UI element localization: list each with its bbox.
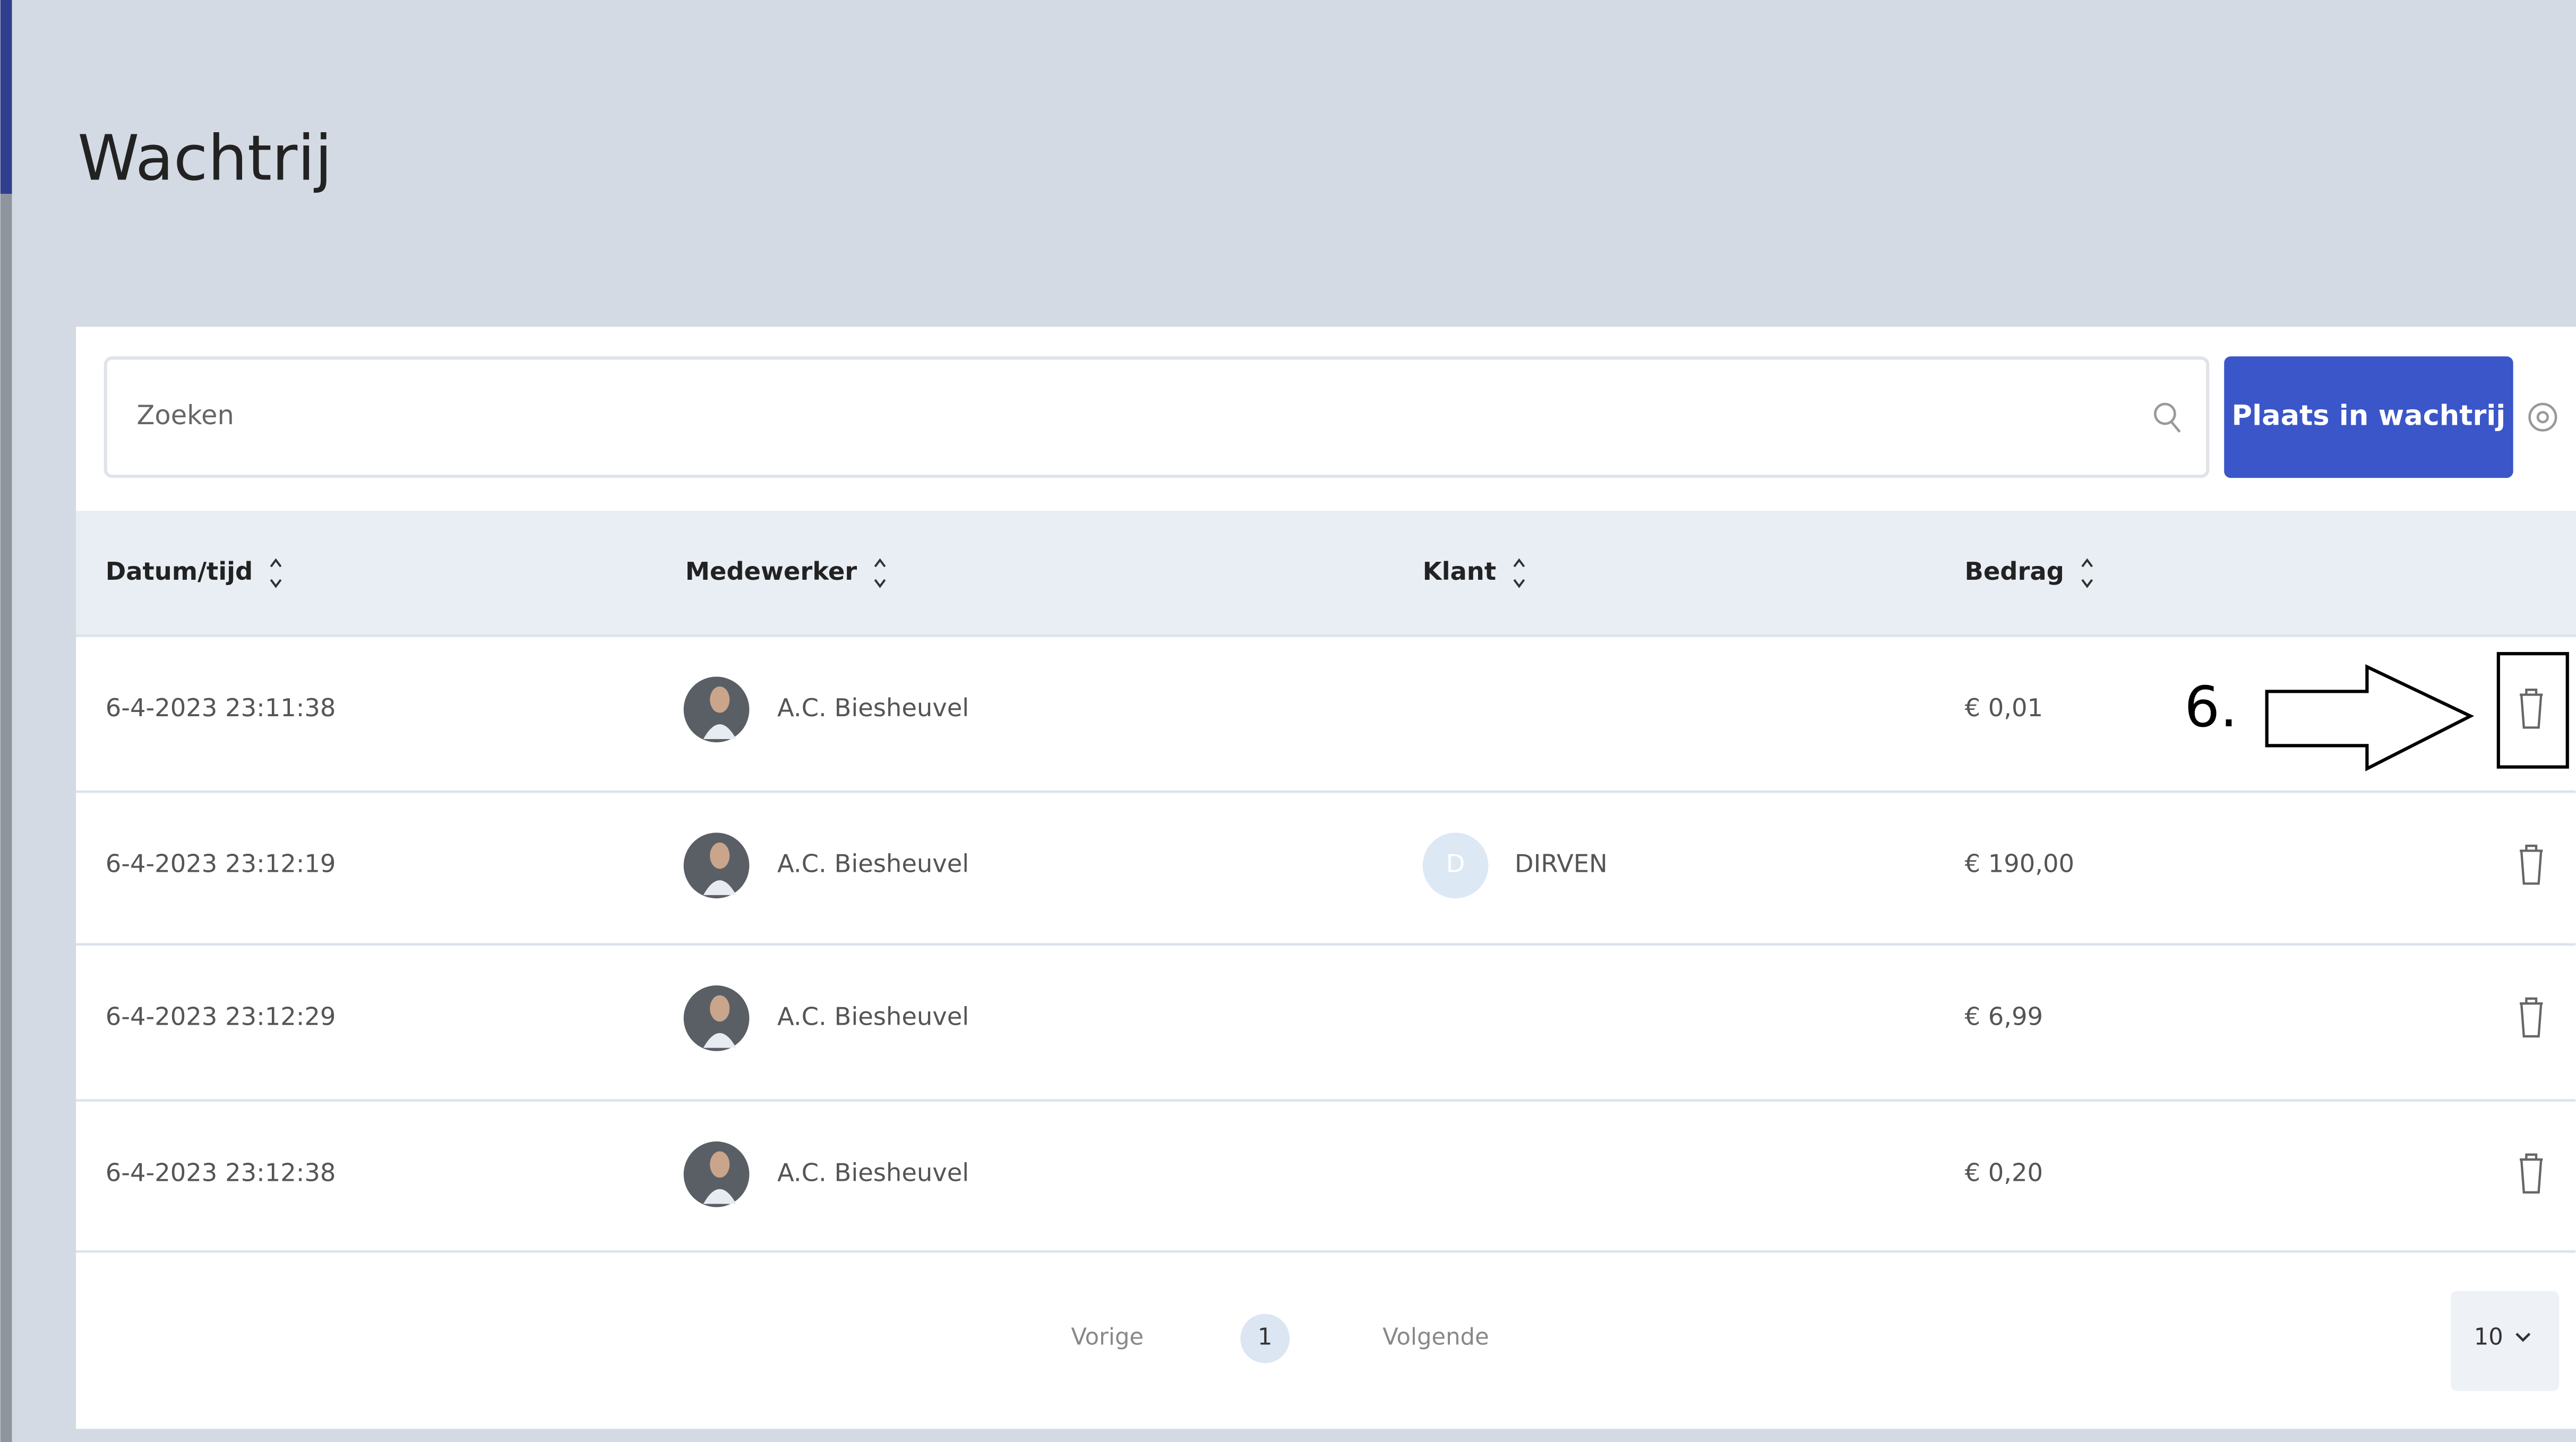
delete-icon[interactable]	[2520, 689, 2543, 729]
avatar-shirt	[703, 724, 736, 740]
settings-icon[interactable]	[2528, 402, 2557, 432]
avatar-shirt	[703, 1033, 736, 1048]
card	[76, 327, 2576, 1429]
avatar-face	[710, 686, 730, 713]
avatar-face	[710, 995, 730, 1022]
avatar-shirt	[703, 880, 736, 895]
cell-amount: € 190,00	[1964, 849, 2074, 878]
next-page[interactable]: Volgende	[1383, 1324, 1489, 1351]
sort-icon[interactable]	[874, 558, 886, 588]
customer-initial: D	[1446, 849, 1465, 878]
cell-amount: € 0,20	[1964, 1158, 2043, 1187]
dropdown-chevron	[2515, 1333, 2531, 1342]
annotation-label: 6.	[2184, 674, 2237, 740]
table-header	[76, 511, 2576, 638]
page-size: 10	[2474, 1324, 2503, 1351]
column-header: Klant	[1423, 557, 1496, 586]
current-page-bg[interactable]	[1240, 1314, 1290, 1363]
customer-avatar	[1422, 832, 1489, 899]
primary-button[interactable]	[2224, 356, 2513, 478]
annotation-box	[2496, 652, 2569, 769]
sort-icon[interactable]	[1513, 558, 1525, 588]
cell-amount: € 0,01	[1964, 693, 2043, 722]
cell-employee: A.C. Biesheuvel	[777, 849, 969, 878]
table-body: 6-4-2023 23:11:38 A.C. Biesheuvel € 0,01 6-…	[76, 634, 2576, 1207]
current-page: 1	[1258, 1324, 1273, 1351]
cell-datetime: 6-4-2023 23:12:29	[106, 1002, 336, 1031]
column-header: Datum/tijd	[106, 557, 253, 586]
search-input[interactable]	[104, 356, 2210, 478]
left-edge	[0, 0, 12, 1442]
cell-customer: DIRVEN	[1515, 849, 1608, 878]
avatar-face	[710, 842, 730, 869]
search-icon	[2153, 402, 2181, 433]
cell-datetime: 6-4-2023 23:12:38	[106, 1158, 336, 1187]
page-title: Wachtrij	[78, 122, 332, 194]
annotation-arrow	[2265, 664, 2475, 771]
sort-icon[interactable]	[270, 558, 282, 588]
prev-page[interactable]: Vorige	[1071, 1324, 1144, 1351]
avatar-face	[710, 1151, 730, 1178]
delete-icon[interactable]	[2520, 844, 2543, 885]
cell-employee: A.C. Biesheuvel	[777, 1158, 969, 1187]
delete-icon[interactable]	[2520, 997, 2543, 1038]
sort-icon[interactable]	[2081, 558, 2093, 588]
search-placeholder: Zoeken	[137, 400, 234, 431]
cell-datetime: 6-4-2023 23:12:19	[106, 849, 336, 878]
cell-employee: A.C. Biesheuvel	[777, 1002, 969, 1031]
avatar-shirt	[703, 1189, 736, 1204]
cell-amount: € 6,99	[1964, 1002, 2043, 1031]
left-edge-accent	[0, 0, 12, 194]
page-size-select[interactable]	[2451, 1291, 2560, 1392]
button-label: Plaats in wachtrij	[2232, 399, 2506, 432]
delete-icon[interactable]	[2520, 1153, 2543, 1194]
cell-datetime: 6-4-2023 23:11:38	[106, 693, 336, 722]
column-header: Bedrag	[1964, 557, 2064, 586]
column-header: Medewerker	[685, 557, 857, 586]
cell-employee: A.C. Biesheuvel	[777, 693, 969, 722]
